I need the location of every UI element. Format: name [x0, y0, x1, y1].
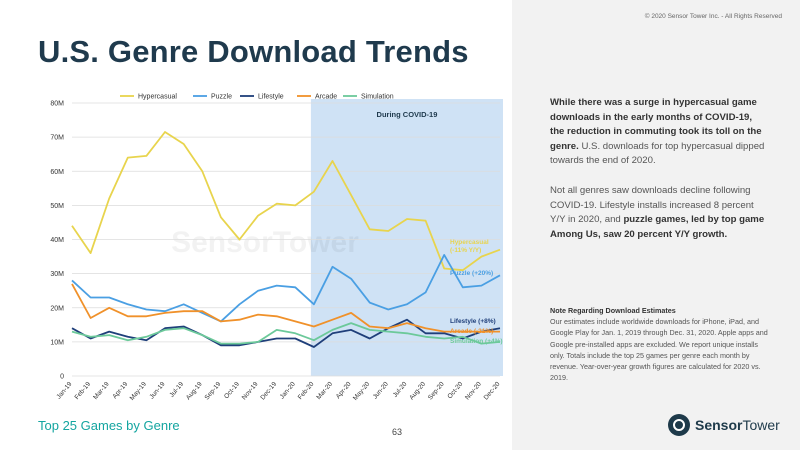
x-tick-label: Mar-20 — [315, 380, 334, 401]
series-line-lifestyle — [71, 318, 501, 348]
right-panel — [512, 0, 800, 450]
x-tick-label: Oct-19 — [223, 380, 241, 400]
x-tick-label: Jun-19 — [148, 380, 166, 400]
series-end-label-arcade: Arcade (-21%) — [450, 328, 493, 335]
page-number: 63 — [392, 427, 403, 437]
summary-p1-bold: While there was a surge in hypercasual g… — [550, 97, 762, 152]
legend-label-puzzle: Puzzle — [211, 94, 232, 101]
covid-highlight-region — [310, 99, 503, 376]
note-title: Note Regarding Download Estimates — [550, 306, 676, 315]
x-tick-label: Nov-20 — [464, 381, 483, 402]
line-chart: During COVID-19 SensorTower 0 10M 20M 30M 40M 5… — [50, 94, 503, 402]
x-tick-label: Mar-19 — [92, 380, 111, 401]
series-line-puzzle — [71, 253, 501, 323]
x-tick-label: May-20 — [352, 381, 372, 402]
sensor-tower-logo-text: SensorTower — [695, 417, 780, 433]
x-tick-label: Aug-19 — [185, 380, 204, 401]
y-tick-label: 60M — [50, 169, 64, 176]
summary-p2-bold: puzzle games, led by top game Among Us, … — [550, 214, 765, 240]
x-tick-label: Sep-19 — [204, 380, 223, 401]
note-body: Our estimates include worldwide download… — [550, 317, 768, 383]
x-tick-label: Jun-20 — [372, 380, 390, 400]
x-tick-label: Nov-19 — [241, 381, 260, 402]
x-tick-label: Aug-20 — [408, 380, 427, 401]
x-tick-label: Jan-19 — [55, 380, 73, 400]
summary-paragraph-1: While there was a surge in hypercasual g… — [550, 96, 765, 169]
x-tick-label: Dec-20 — [483, 381, 502, 402]
x-tick-label: Feb-20 — [297, 381, 316, 402]
series-line-simulation — [71, 322, 501, 345]
footer-section-label: Top 25 Games by Genre — [38, 418, 180, 433]
y-tick-label: 80M — [50, 101, 64, 108]
logo-text-bold: Sensor — [695, 417, 743, 433]
x-tick-label: Sep-20 — [427, 380, 446, 401]
summary-paragraph-2: Not all genres saw downloads decline fol… — [550, 184, 765, 242]
y-tick-label: 40M — [50, 237, 64, 244]
sensor-tower-logo-icon — [668, 414, 690, 436]
x-tick-label: May-19 — [129, 381, 149, 402]
legend-label-hypercasual: Hypercasual — [138, 94, 177, 101]
covid-highlight-label: During COVID-19 — [377, 110, 438, 119]
y-tick-label: 70M — [50, 135, 64, 142]
y-tick-label: 0 — [60, 374, 64, 381]
x-tick-label: Oct-20 — [446, 380, 464, 400]
y-tick-label: 10M — [50, 339, 64, 346]
y-tick-label: 50M — [50, 203, 64, 210]
legend-label-arcade: Arcade — [315, 94, 337, 101]
series-end-label-hypercasual: (-11% Y/Y) — [450, 247, 481, 254]
x-tick-label: Jan-20 — [279, 380, 297, 400]
y-tick-label: 20M — [50, 305, 64, 312]
series-line-arcade — [71, 283, 500, 333]
x-tick-label: Dec-19 — [259, 381, 278, 402]
series-end-label-lifestyle: Lifestyle (+8%) — [450, 318, 496, 325]
note-block: Note Regarding Download Estimates Our es… — [550, 305, 770, 383]
series-line-hypercasual — [71, 131, 501, 272]
logo-text-normal: Tower — [742, 417, 780, 433]
summary-p2-start: Not all genres saw downloads decline fol… — [550, 184, 754, 226]
summary-p1-rest: U.S. downloads for top hypercasual dippe… — [550, 140, 765, 167]
sensor-tower-logo: SensorTower — [668, 414, 780, 436]
series-end-label-simulation: Simulation (+4%) — [450, 338, 503, 345]
legend-label-simulation: Simulation — [361, 94, 394, 101]
watermark-text: SensorTower — [171, 226, 359, 259]
x-tick-label: Jul-20 — [392, 381, 409, 399]
series-end-label-hypercasual: Hypercasual — [450, 239, 489, 246]
x-tick-label: Jul-19 — [168, 381, 185, 399]
x-tick-label: Apr-19 — [111, 380, 129, 400]
x-tick-label: Feb-19 — [74, 381, 93, 402]
summary-text: While there was a surge in hypercasual g… — [550, 96, 765, 257]
series-end-label-puzzle: Puzzle (+20%) — [450, 270, 493, 277]
legend-label-lifestyle: Lifestyle — [258, 94, 284, 101]
copyright-text: © 2020 Sensor Tower Inc. - All Rights Re… — [644, 13, 782, 20]
y-tick-label: 30M — [50, 271, 64, 278]
x-tick-label: Apr-20 — [335, 380, 353, 400]
page-title: U.S. Genre Download Trends — [38, 34, 469, 69]
